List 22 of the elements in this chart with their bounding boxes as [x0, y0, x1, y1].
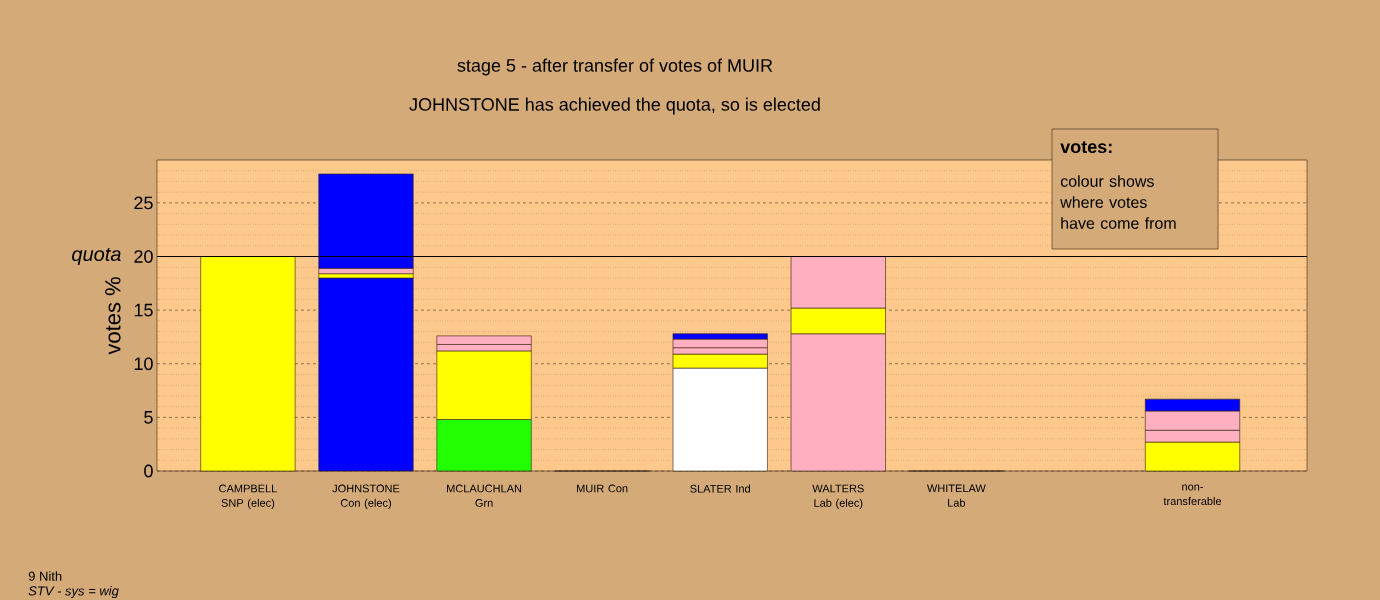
chart-subtitle: JOHNSTONE has achieved the quota, so is elected [409, 97, 820, 115]
text: STV - sys = wig [28, 585, 119, 599]
x-tick-label: non-transferable [1163, 484, 1222, 506]
x-tick-label: WHITELAW Lab [926, 484, 986, 507]
y-tick-label: 5 [144, 411, 153, 424]
annotation: colour shows where votes have come from [1060, 175, 1176, 229]
x-tick-label: WALTERS Lab (elec) [812, 484, 864, 509]
x-tick-label: MCLAUCHLAN Grn [447, 484, 522, 507]
y-tick-label: 10 [134, 357, 153, 371]
x-tick-label: CAMPBELL SNP (elec) [219, 484, 277, 509]
chart-title: stage 5 - after transfer of votes of MUIR [457, 58, 773, 76]
text: votes: [1060, 141, 1112, 154]
y-axis-title: votes % [105, 277, 121, 355]
y-tick-label: 0 [144, 464, 153, 478]
x-tick-label: JOHNSTONE Con (elec) [332, 484, 400, 509]
y-tick-label: 15 [134, 303, 153, 317]
y-tick-label: 20 [134, 250, 153, 263]
text: 9 Nith [28, 571, 62, 581]
y-tick-label: 25 [134, 196, 153, 210]
x-tick-label: SLATER Ind [690, 484, 750, 493]
x-tick-label: MUIR Con [577, 484, 628, 493]
ref-line-label: quota [72, 247, 121, 266]
